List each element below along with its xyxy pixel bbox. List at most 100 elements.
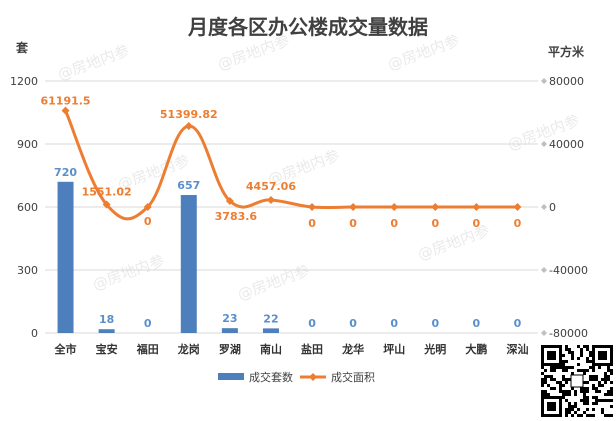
qr-cell [571, 366, 574, 369]
left-tick-label: 0 [31, 327, 38, 340]
line-data-label: 0 [431, 217, 439, 230]
bar-data-label: 0 [390, 317, 398, 330]
qr-cell [595, 378, 598, 381]
qr-cell [607, 378, 610, 381]
qr-finder-center [547, 351, 556, 360]
line-point [472, 203, 481, 211]
qr-cell [544, 369, 547, 372]
qr-cell [592, 402, 595, 405]
bar-series: 720 18 0 657 23 22 0 0 0 0 0 0 [54, 166, 522, 333]
right-tick-label: -40000 [549, 264, 588, 277]
qr-cell [550, 369, 553, 372]
qr-cell [610, 405, 613, 408]
qr-cell [592, 414, 595, 417]
qr-cell [601, 411, 604, 414]
qr-cell [607, 369, 610, 372]
line-point [308, 203, 317, 211]
qr-cell [586, 387, 589, 390]
qr-cell [592, 369, 595, 372]
qr-cell [610, 393, 613, 396]
qr-cell [601, 384, 604, 387]
line-point [143, 203, 152, 211]
left-axis-unit: 套 [15, 40, 29, 55]
right-tick-marker [541, 204, 547, 210]
qr-cell [577, 345, 580, 348]
watermark-text: @房地内参 [55, 41, 132, 84]
qr-cell [583, 396, 586, 399]
qr-cell [604, 372, 607, 375]
line-series: 61191.5 1551.02 0 51399.82 3783.6 4457.06 0 0 0 0… [40, 95, 521, 230]
qr-cell [580, 399, 583, 402]
qr-cell [553, 369, 556, 372]
qr-cell [571, 372, 574, 375]
qr-cell [607, 393, 610, 396]
qr-cell [562, 369, 565, 372]
qr-cell [565, 348, 568, 351]
bar-data-label: 0 [514, 317, 522, 330]
line-data-label: 4457.06 [246, 180, 296, 193]
qr-cell [550, 378, 553, 381]
qr-finder-center [598, 351, 607, 360]
category-label: 宝安 [96, 342, 118, 356]
qr-cell [583, 372, 586, 375]
qr-code-icon [539, 343, 615, 419]
qr-cell [598, 390, 601, 393]
qr-cell [589, 378, 592, 381]
qr-cell [586, 390, 589, 393]
bar [262, 328, 279, 333]
qr-cell [550, 387, 553, 390]
qr-cell [544, 378, 547, 381]
qr-cell [604, 381, 607, 384]
qr-cell [607, 366, 610, 369]
qr-cell [580, 351, 583, 354]
qr-cell [607, 390, 610, 393]
qr-cell [595, 402, 598, 405]
qr-cell [580, 369, 583, 372]
qr-cell [562, 390, 565, 393]
qr-cell [562, 393, 565, 396]
qr-cell [598, 381, 601, 384]
qr-cell [589, 414, 592, 417]
bar [98, 329, 115, 333]
qr-finder-center [547, 402, 556, 411]
bar [57, 181, 74, 333]
qr-cell [562, 378, 565, 381]
qr-cell [565, 414, 568, 417]
qr-cell [577, 414, 580, 417]
qr-cell [574, 411, 577, 414]
qr-cell [583, 393, 586, 396]
qr-cell [565, 393, 568, 396]
legend-line-marker [309, 373, 317, 381]
qr-cell [583, 399, 586, 402]
qr-cell [610, 387, 613, 390]
line-data-label: 0 [349, 217, 357, 230]
qr-cell [601, 378, 604, 381]
bar [221, 328, 238, 333]
line-data-label: 51399.82 [160, 108, 218, 121]
qr-cell [586, 381, 589, 384]
qr-cell [580, 390, 583, 393]
qr-cell [583, 381, 586, 384]
qr-cell [562, 375, 565, 378]
qr-cell [544, 393, 547, 396]
qr-cell [553, 366, 556, 369]
qr-cell [565, 378, 568, 381]
qr-cell [589, 360, 592, 363]
qr-cell [541, 366, 544, 369]
qr-cell [544, 375, 547, 378]
qr-cell [568, 390, 571, 393]
qr-cell [607, 414, 610, 417]
qr-cell [595, 387, 598, 390]
qr-cell [571, 405, 574, 408]
line-point [349, 203, 358, 211]
qr-logo [570, 374, 584, 388]
category-label: 坪山 [383, 342, 405, 356]
qr-cell [595, 375, 598, 378]
qr-cell [610, 372, 613, 375]
category-label: 南山 [260, 342, 282, 356]
qr-cell [592, 366, 595, 369]
qr-cell [607, 399, 610, 402]
watermark-text: @房地内参 [415, 221, 492, 264]
qr-cell [547, 384, 550, 387]
